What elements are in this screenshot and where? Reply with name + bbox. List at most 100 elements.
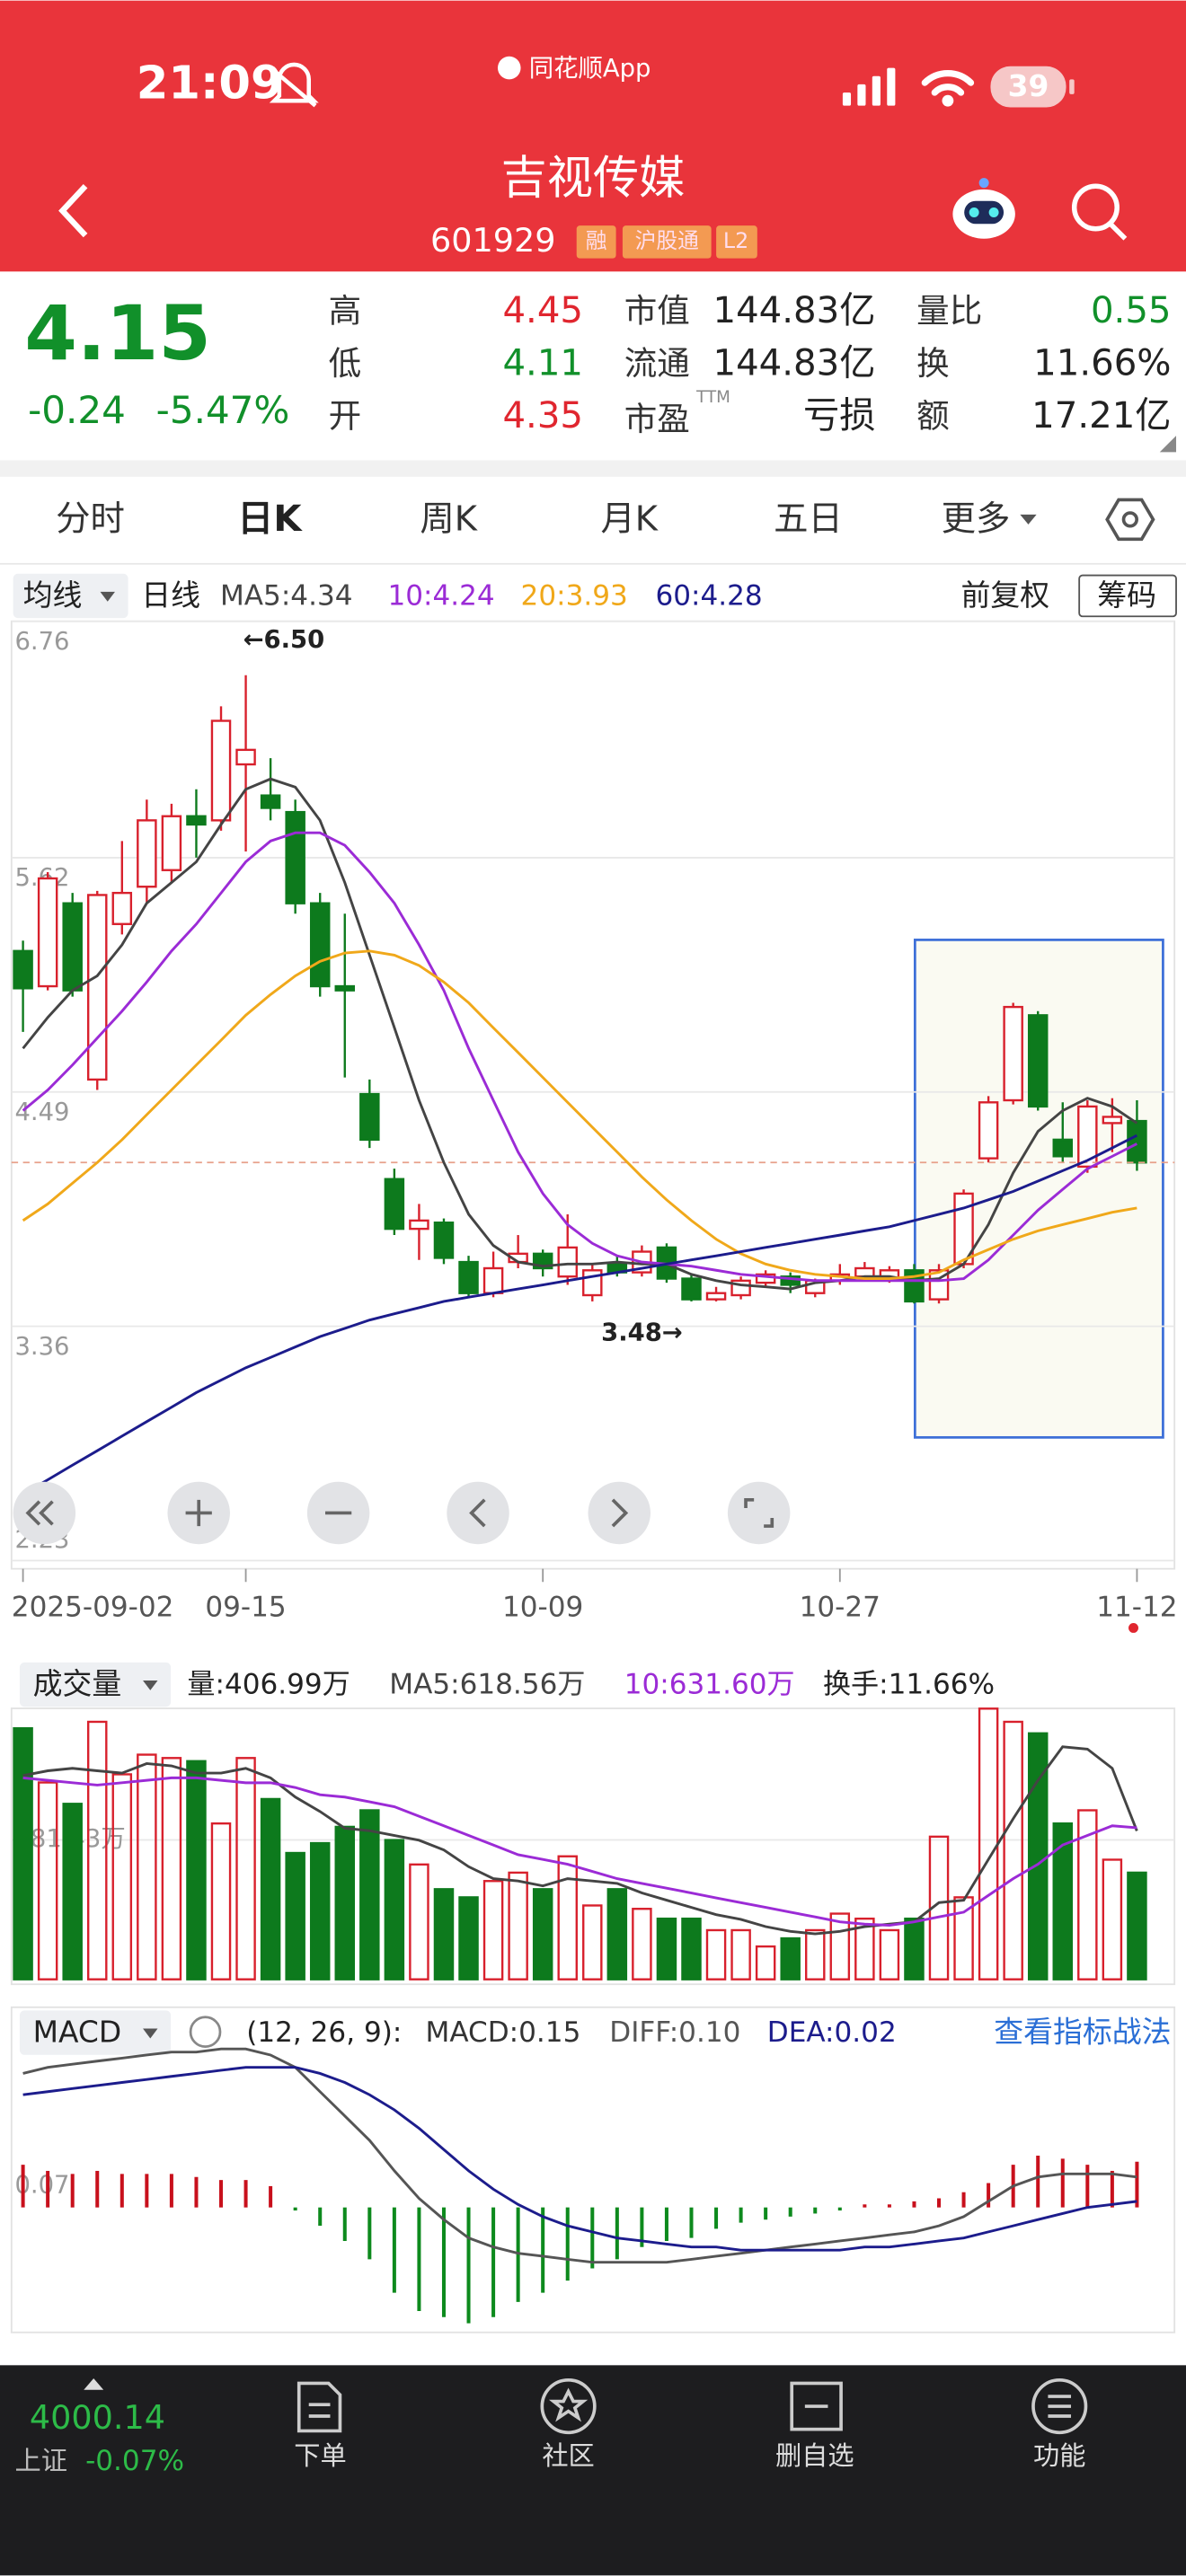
annotation: ←6.50 bbox=[243, 626, 325, 654]
battery bbox=[990, 66, 1067, 108]
tag: L2 bbox=[723, 228, 748, 253]
volume-bar bbox=[1052, 1822, 1074, 1981]
volume-bar bbox=[13, 1727, 33, 1981]
price: 4.15 bbox=[24, 289, 210, 377]
tab[interactable]: 月K bbox=[600, 499, 658, 540]
candle-body bbox=[482, 1266, 504, 1294]
candle-body bbox=[1027, 1014, 1049, 1108]
volume-bar bbox=[1127, 1871, 1147, 1981]
candle-body bbox=[37, 877, 58, 988]
x-tick-label: 10-09 bbox=[502, 1592, 583, 1624]
candle-body bbox=[62, 902, 83, 992]
ma-line bbox=[22, 2066, 1137, 2252]
next-button[interactable] bbox=[588, 1481, 651, 1545]
legend-entry: DEA:0.02 bbox=[767, 2016, 897, 2049]
ma-line bbox=[22, 1134, 1137, 1495]
volume-bar bbox=[656, 1917, 677, 1981]
legend-entry: MA5:618.56万 bbox=[389, 1668, 585, 1700]
volume-bar bbox=[458, 1896, 479, 1981]
volume-bar bbox=[309, 1841, 331, 1981]
settings-dot bbox=[1121, 511, 1138, 528]
tab[interactable]: 周K bbox=[420, 499, 477, 540]
nav-item[interactable]: 下单 bbox=[294, 2440, 347, 2471]
volume-bar bbox=[681, 1917, 702, 1981]
tag: 融 bbox=[586, 228, 607, 253]
candle-body bbox=[1077, 1105, 1098, 1169]
stat-label: 市值 bbox=[624, 292, 690, 331]
candle-body bbox=[1127, 1119, 1147, 1164]
chart-controls bbox=[13, 1481, 791, 1545]
stat-value: 0.55 bbox=[1091, 290, 1172, 331]
indicator-select[interactable] bbox=[19, 2010, 172, 2055]
stock-name: 吉视传媒 bbox=[501, 152, 686, 206]
legend-entry: 10:4.24 bbox=[387, 579, 494, 612]
volume-frame bbox=[10, 1707, 1176, 1986]
stat-sup: TTM bbox=[695, 388, 730, 407]
nav-icons bbox=[296, 2378, 1088, 2435]
prev-button[interactable] bbox=[447, 1481, 509, 1545]
dropdown-arrow bbox=[100, 591, 115, 602]
ma-line bbox=[22, 777, 1138, 1291]
volume-bar bbox=[730, 1928, 751, 1981]
volume-bar bbox=[409, 1863, 429, 1981]
candle-body bbox=[681, 1277, 702, 1301]
candle-body bbox=[13, 949, 33, 990]
mute-icon bbox=[269, 62, 319, 108]
stat-value: 4.45 bbox=[502, 290, 583, 331]
turnover: 换手:11.66% bbox=[823, 1668, 995, 1700]
macd-pane: 0.07 bbox=[14, 2047, 1139, 2324]
stat-label: 高 bbox=[329, 292, 362, 331]
wifi-icon bbox=[921, 69, 975, 107]
ma-line bbox=[22, 1745, 1138, 1936]
nav-item[interactable]: 功能 bbox=[1033, 2440, 1086, 2471]
tab[interactable]: 更多 bbox=[942, 499, 1011, 540]
tab-active[interactable]: 日K bbox=[237, 498, 303, 540]
volume-bar bbox=[755, 1945, 776, 1981]
tab[interactable]: 分时 bbox=[56, 499, 125, 540]
volume-bar bbox=[879, 1928, 900, 1981]
x-tick-label: 09-15 bbox=[205, 1592, 286, 1624]
y-tick-label: 3.36 bbox=[14, 1333, 69, 1361]
volume-bar bbox=[260, 1797, 281, 1981]
volume-bar bbox=[334, 1825, 356, 1981]
volume-bar bbox=[37, 1781, 58, 1981]
volume-bar bbox=[829, 1912, 851, 1981]
indicator-select[interactable] bbox=[19, 1662, 172, 1707]
legend-entry: DIFF:0.10 bbox=[609, 2016, 740, 2049]
volume-bar bbox=[186, 1760, 207, 1981]
robot-button[interactable] bbox=[952, 178, 1015, 239]
candle-body bbox=[928, 1269, 950, 1301]
change-pct: -5.47% bbox=[156, 388, 290, 432]
candle-body bbox=[334, 984, 356, 992]
nav-item[interactable]: 社区 bbox=[542, 2440, 595, 2471]
help-icon[interactable] bbox=[189, 2016, 222, 2049]
back-button[interactable] bbox=[58, 184, 88, 238]
fullscreen-button[interactable] bbox=[727, 1481, 791, 1545]
adjust[interactable]: 前复权 bbox=[961, 578, 1050, 613]
tab[interactable]: 五日 bbox=[774, 499, 843, 540]
candle-body bbox=[260, 794, 281, 809]
candle-body bbox=[359, 1092, 380, 1142]
candle-body bbox=[137, 819, 157, 888]
settings-button[interactable] bbox=[1105, 498, 1155, 542]
volume-bar bbox=[433, 1888, 455, 1981]
stat-value: 11.66% bbox=[1033, 343, 1171, 384]
status-app: 同花顺App bbox=[529, 55, 651, 83]
x-tick-label: 11-12 bbox=[1096, 1592, 1177, 1624]
candle-body bbox=[557, 1246, 578, 1278]
nav-item[interactable]: 删自选 bbox=[775, 2440, 854, 2471]
dropdown-arrow bbox=[143, 2028, 158, 2039]
search-button[interactable] bbox=[1071, 183, 1128, 241]
index-value: 4000.14 bbox=[30, 2398, 165, 2437]
index-name: 上证 bbox=[14, 2446, 67, 2476]
indicator: 均线 bbox=[23, 578, 83, 613]
collapse-button[interactable] bbox=[13, 1481, 76, 1545]
strategy-link[interactable]: 查看指标战法 bbox=[994, 2015, 1171, 2050]
candle-body bbox=[161, 815, 182, 871]
indicator-select[interactable] bbox=[13, 573, 128, 619]
index-change: -0.07% bbox=[85, 2445, 184, 2477]
index-arrow bbox=[84, 2378, 104, 2390]
chips-button[interactable] bbox=[1078, 574, 1177, 618]
stat-value: 亏损 bbox=[803, 395, 875, 437]
